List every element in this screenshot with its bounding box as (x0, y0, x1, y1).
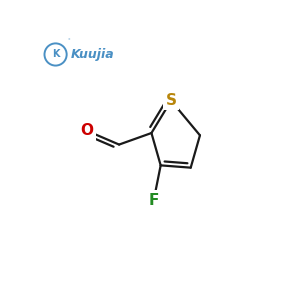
Text: S: S (166, 93, 177, 108)
Text: °: ° (68, 38, 70, 43)
Text: O: O (80, 123, 93, 138)
Text: F: F (148, 193, 159, 208)
Text: Kuujia: Kuujia (71, 48, 114, 61)
Text: K: K (52, 50, 59, 59)
